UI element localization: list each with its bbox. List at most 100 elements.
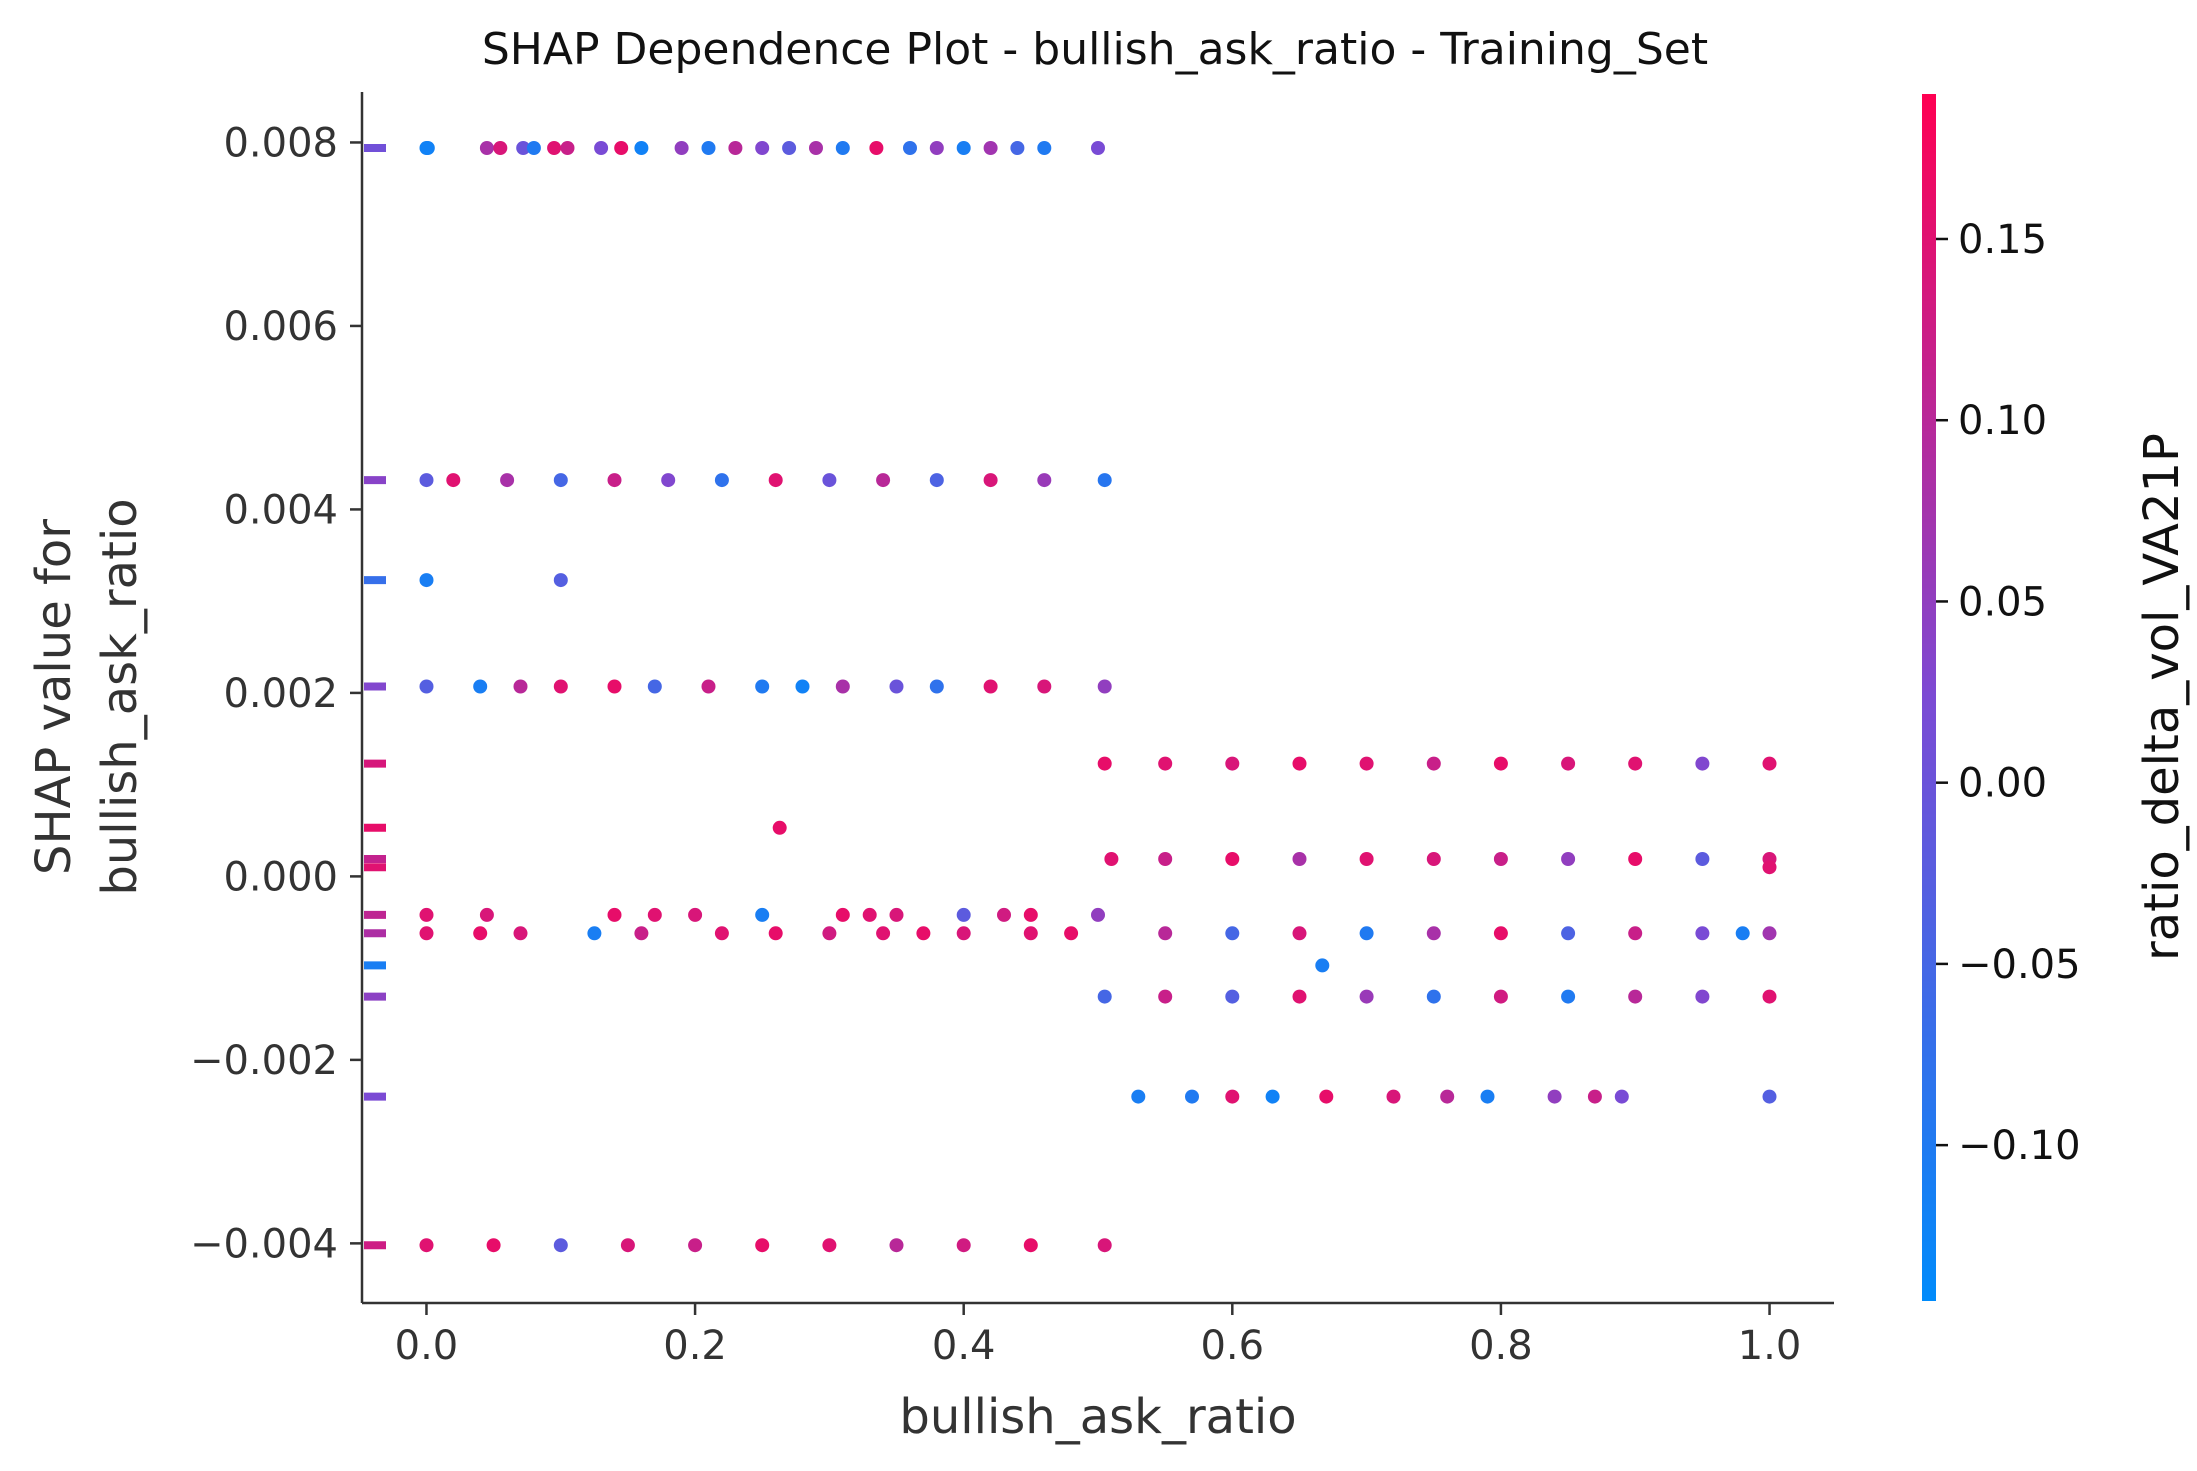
x-tick-label: 0.2 <box>663 1323 727 1369</box>
data-point <box>983 141 998 155</box>
data-point <box>647 679 662 694</box>
y-tick-label: 0.000 <box>223 854 338 900</box>
data-point <box>1091 907 1105 922</box>
data-point <box>1493 989 1508 1004</box>
data-point <box>1386 1089 1401 1104</box>
data-point <box>862 907 877 922</box>
data-point <box>1561 756 1576 771</box>
data-point <box>1292 926 1307 941</box>
data-point <box>916 926 931 941</box>
data-point <box>983 473 998 488</box>
data-point <box>956 1238 971 1253</box>
data-point <box>1493 926 1508 941</box>
data-point <box>1225 989 1240 1004</box>
data-point <box>869 141 884 155</box>
y-axis-label-line2: bullish_ask_ratio <box>92 498 148 895</box>
y-tick-label: 0.002 <box>223 671 338 717</box>
data-point <box>755 141 770 155</box>
y-axis-label: SHAP value for bullish_ask_ratio <box>26 498 148 895</box>
data-point <box>594 141 609 155</box>
data-point <box>929 473 944 488</box>
data-point <box>647 907 662 922</box>
data-point <box>1225 1089 1240 1104</box>
colorbar-tick-label: 0.10 <box>1958 398 2047 444</box>
data-point <box>479 907 494 922</box>
data-point <box>1628 852 1643 866</box>
data-point <box>1158 926 1173 941</box>
data-point <box>419 926 434 941</box>
data-point <box>1561 926 1576 941</box>
data-point <box>419 473 434 488</box>
data-point <box>822 926 837 941</box>
data-point <box>755 907 770 922</box>
data-point <box>1440 1089 1455 1104</box>
colorbar <box>1922 94 1936 1301</box>
data-point <box>560 141 575 155</box>
data-point <box>1185 1089 1199 1104</box>
data-point <box>876 926 891 941</box>
data-point <box>997 907 1011 922</box>
x-tick-label: 0.8 <box>1469 1323 1533 1369</box>
data-point <box>634 926 649 941</box>
colorbar-tick-label: −0.05 <box>1958 942 2081 988</box>
data-point <box>1426 756 1441 771</box>
data-point <box>701 141 716 155</box>
data-point <box>714 473 729 488</box>
data-point <box>1091 141 1105 155</box>
data-point <box>835 679 850 694</box>
y-tick-label: −0.004 <box>190 1221 338 1267</box>
data-point <box>1762 860 1777 875</box>
data-point <box>1493 852 1508 866</box>
data-point <box>1359 989 1374 1004</box>
data-point <box>1319 1089 1334 1104</box>
data-point <box>701 679 716 694</box>
data-point <box>1561 989 1576 1004</box>
data-point <box>1628 989 1643 1004</box>
data-point <box>809 141 823 155</box>
data-point <box>1225 756 1240 771</box>
data-point <box>1104 852 1119 866</box>
data-point <box>1695 756 1710 771</box>
data-point <box>1628 756 1643 771</box>
data-point <box>1695 926 1710 941</box>
data-point <box>553 573 568 588</box>
x-axis-label: bullish_ask_ratio <box>899 1389 1296 1445</box>
data-point <box>1023 926 1038 941</box>
data-point <box>1225 926 1240 941</box>
y-tick-label: 0.008 <box>223 120 338 166</box>
data-point <box>1037 141 1052 155</box>
data-point <box>1735 926 1750 941</box>
data-point <box>614 141 629 155</box>
data-point <box>1695 989 1710 1004</box>
data-point <box>1097 1238 1112 1253</box>
data-point <box>714 926 729 941</box>
x-ticks: 0.0 0.2 0.4 0.6 0.8 1.0 <box>395 1303 1801 1369</box>
data-point <box>553 1238 568 1253</box>
data-point <box>1097 679 1112 694</box>
data-point <box>1695 852 1710 866</box>
data-point <box>1359 756 1374 771</box>
data-point <box>419 907 434 922</box>
data-point <box>1493 756 1508 771</box>
data-point <box>1561 852 1576 866</box>
data-point <box>473 926 488 941</box>
data-point <box>634 141 649 155</box>
x-tick-label: 0.6 <box>1200 1323 1264 1369</box>
y-tick-label: 0.006 <box>223 304 338 350</box>
data-point <box>1426 852 1441 866</box>
data-point <box>420 141 435 155</box>
data-point <box>1292 852 1307 866</box>
data-point <box>1131 1089 1146 1104</box>
data-point <box>493 141 508 155</box>
y-axis-label-line1: SHAP value for <box>26 519 82 875</box>
data-point <box>768 473 783 488</box>
colorbar-tick-label: −0.10 <box>1958 1123 2081 1169</box>
points-layer <box>419 141 1777 1253</box>
data-point <box>903 141 917 155</box>
data-point <box>822 473 837 488</box>
data-point <box>607 473 622 488</box>
y-tick-label: −0.002 <box>190 1038 338 1084</box>
data-point <box>822 1238 837 1253</box>
data-point <box>835 907 850 922</box>
